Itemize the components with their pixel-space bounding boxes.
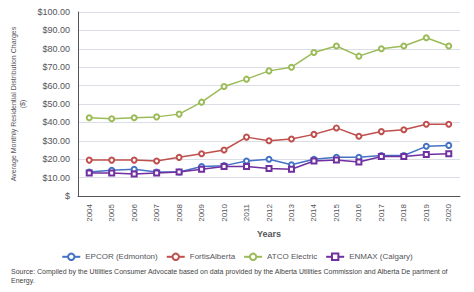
svg-text:2019: 2019 xyxy=(422,203,431,221)
svg-text:$10.00: $10.00 xyxy=(42,173,70,183)
svg-text:2020: 2020 xyxy=(444,203,453,221)
svg-text:2016: 2016 xyxy=(354,203,363,221)
svg-text:2018: 2018 xyxy=(399,203,408,221)
svg-text:($): ($) xyxy=(19,100,27,109)
svg-text:Energy.: Energy. xyxy=(11,277,35,285)
svg-text:$: $ xyxy=(65,191,70,201)
svg-text:2013: 2013 xyxy=(287,203,296,221)
svg-text:2017: 2017 xyxy=(377,203,386,221)
svg-text:2015: 2015 xyxy=(332,203,341,221)
svg-text:$40.00: $40.00 xyxy=(42,117,70,127)
svg-text:$90.00: $90.00 xyxy=(42,25,70,35)
svg-text:2006: 2006 xyxy=(130,203,139,221)
svg-text:ATCO Electric: ATCO Electric xyxy=(267,252,317,261)
svg-text:ENMAX (Calgary): ENMAX (Calgary) xyxy=(349,252,413,261)
svg-text:Years: Years xyxy=(257,229,281,239)
svg-text:Source: Compiled by the Utilit: Source: Compiled by the Utilities Consum… xyxy=(11,268,450,276)
svg-text:2008: 2008 xyxy=(175,203,184,221)
svg-text:EPCOR (Edmonton): EPCOR (Edmonton) xyxy=(85,252,158,261)
svg-text:$100.00: $100.00 xyxy=(37,7,70,17)
svg-text:Average Monthly Residential Di: Average Monthly Residential Distribution… xyxy=(10,26,18,181)
svg-text:FortisAlberta: FortisAlberta xyxy=(190,252,236,261)
svg-text:2012: 2012 xyxy=(265,203,274,221)
svg-text:$60.00: $60.00 xyxy=(42,81,70,91)
svg-text:2011: 2011 xyxy=(242,203,251,221)
svg-text:$70.00: $70.00 xyxy=(42,62,70,72)
svg-text:2005: 2005 xyxy=(107,203,116,221)
svg-text:$80.00: $80.00 xyxy=(42,44,70,54)
svg-text:2007: 2007 xyxy=(152,203,161,221)
svg-text:2014: 2014 xyxy=(309,203,318,221)
svg-text:2009: 2009 xyxy=(197,203,206,221)
svg-text:$20.00: $20.00 xyxy=(42,154,70,164)
svg-text:$50.00: $50.00 xyxy=(42,99,70,109)
svg-text:$30.00: $30.00 xyxy=(42,136,70,146)
svg-text:2010: 2010 xyxy=(220,203,229,221)
svg-text:2004: 2004 xyxy=(85,203,94,221)
